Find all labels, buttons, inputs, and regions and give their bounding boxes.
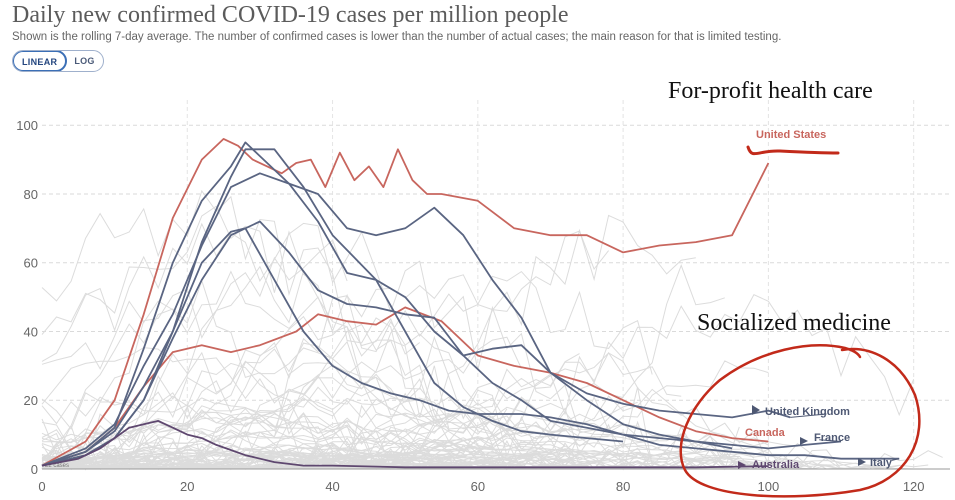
italy-arrow	[858, 458, 866, 466]
handwritten-circle	[679, 344, 921, 498]
x-tick-label: 120	[903, 479, 925, 494]
x-tick-label: 60	[471, 479, 485, 494]
background-country-line	[41, 441, 697, 470]
series-label: United States	[756, 129, 826, 141]
label-connector	[790, 413, 827, 418]
y-tick-label: 20	[24, 393, 38, 408]
france-arrow	[800, 437, 808, 445]
x-tick-label: 40	[325, 479, 339, 494]
background-country-line	[41, 239, 348, 430]
background-country-line	[41, 270, 580, 432]
background-country-line	[41, 452, 522, 467]
label-connector	[891, 458, 900, 461]
series-line-unlabeled-6	[41, 172, 624, 467]
series-label: Canada	[745, 427, 786, 439]
scale-toggle[interactable]: LINEAR LOG	[12, 50, 104, 72]
series-line-unlabeled-5	[41, 141, 733, 467]
series-line-united-kingdom	[41, 220, 791, 467]
x-tick-label: 100	[758, 479, 780, 494]
background-country-line	[41, 452, 464, 469]
linear-scale-button[interactable]: LINEAR	[12, 51, 68, 71]
y-tick-label: 60	[24, 256, 38, 271]
threshold-note: 22 cases	[45, 463, 69, 469]
socialized-annotation: Socialized medicine	[697, 310, 891, 336]
series-label: United Kingdom	[765, 406, 850, 418]
y-tick-label: 100	[16, 118, 38, 133]
background-country-line	[41, 315, 421, 452]
series-label: France	[814, 432, 850, 444]
series-label: Australia	[752, 459, 800, 471]
uk-arrow	[752, 405, 760, 415]
y-tick-label: 40	[24, 324, 38, 339]
background-country-line	[41, 205, 508, 434]
series-label: Italy	[870, 457, 893, 469]
for-profit-annotation: For-profit health care	[668, 78, 873, 104]
x-tick-label: 80	[616, 479, 630, 494]
log-scale-button[interactable]: LOG	[74, 56, 95, 66]
background-country-line	[41, 435, 638, 463]
chart-title: Daily new confirmed COVID-19 cases per m…	[12, 2, 569, 28]
handwritten-extension-stroke	[746, 145, 840, 156]
background-country-line	[41, 230, 609, 471]
series-line-australia	[41, 420, 769, 469]
series-line-italy	[41, 227, 900, 467]
series-line-united-states	[41, 138, 770, 467]
australia-arrow	[738, 461, 746, 469]
background-country-line	[41, 411, 377, 463]
chart-subtitle: Shown is the rolling 7-day average. The …	[12, 31, 782, 43]
x-tick-label: 0	[38, 479, 45, 494]
background-country-line	[41, 360, 769, 470]
x-tick-label: 20	[180, 479, 194, 494]
label-connector	[819, 439, 842, 442]
background-country-line	[41, 214, 696, 471]
y-tick-label: 0	[31, 462, 38, 477]
y-tick-label: 80	[24, 187, 38, 202]
